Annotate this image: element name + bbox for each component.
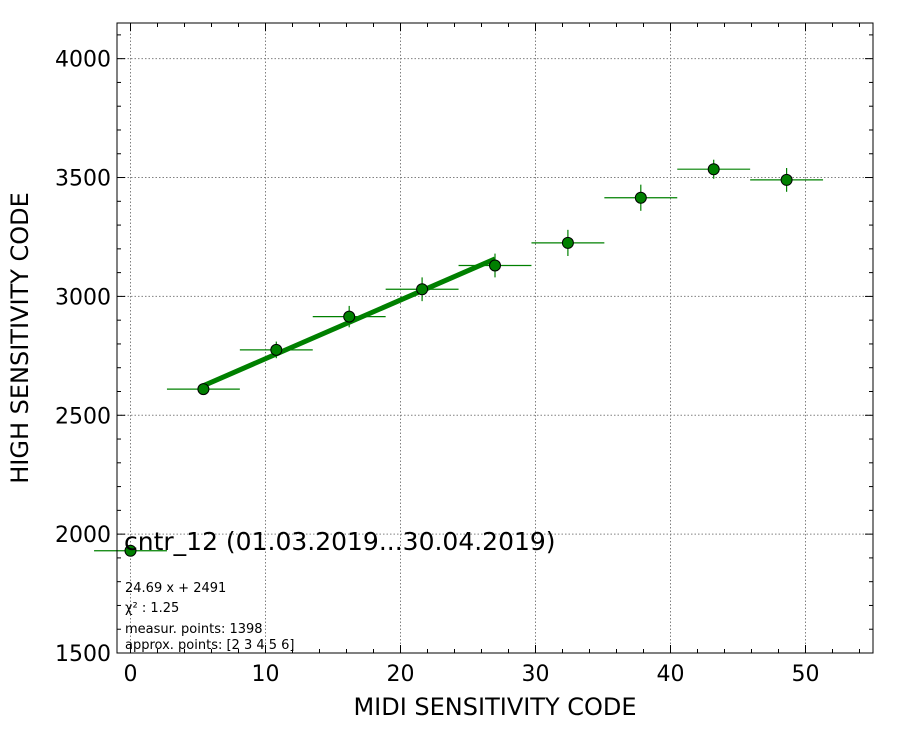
- y-axis-label: HIGH SENSITIVITY CODE: [6, 192, 34, 484]
- x-axis-label: MIDI SENSITIVITY CODE: [353, 693, 636, 721]
- x-tick-label: 50: [792, 662, 820, 687]
- y-tick-label: 2000: [55, 523, 111, 548]
- x-tick-label: 10: [252, 662, 280, 687]
- data-point: [780, 173, 793, 186]
- y-tick-label: 3000: [55, 285, 111, 310]
- measured-points: measur. points: 1398: [125, 622, 263, 637]
- data-point: [634, 191, 647, 204]
- data-points: [124, 163, 793, 557]
- data-point: [416, 283, 429, 296]
- data-point: [270, 343, 283, 356]
- data-point: [489, 259, 501, 272]
- data-point: [343, 310, 356, 323]
- x-tick-label: 20: [387, 662, 415, 687]
- chi-square: χ² : 1.25: [125, 601, 179, 616]
- y-tick-label: 1500: [55, 642, 111, 667]
- approx-points: approx. points: [2 3 4 5 6]: [125, 638, 295, 653]
- x-tick-label: 30: [522, 662, 550, 687]
- plot-frame: [116, 22, 874, 654]
- data-point: [124, 544, 137, 557]
- x-tick-label: 40: [657, 662, 685, 687]
- data-point: [561, 236, 574, 249]
- axis-ticks: [117, 23, 873, 654]
- data-point: [707, 163, 720, 176]
- y-tick-label: 2500: [55, 404, 111, 429]
- chart-title: cntr_12 (01.03.2019...30.04.2019): [124, 527, 556, 556]
- tick-labels: 0 10 20 30 40 50 1500 2000 2500 3000 3500 4000: [55, 48, 820, 687]
- x-tick-label: 0: [124, 662, 138, 687]
- fit-equation: 24.69 x + 2491: [125, 581, 226, 596]
- y-tick-label: 4000: [55, 48, 111, 73]
- plot-background: [117, 23, 873, 653]
- y-tick-label: 3500: [55, 167, 111, 192]
- data-point: [197, 383, 210, 396]
